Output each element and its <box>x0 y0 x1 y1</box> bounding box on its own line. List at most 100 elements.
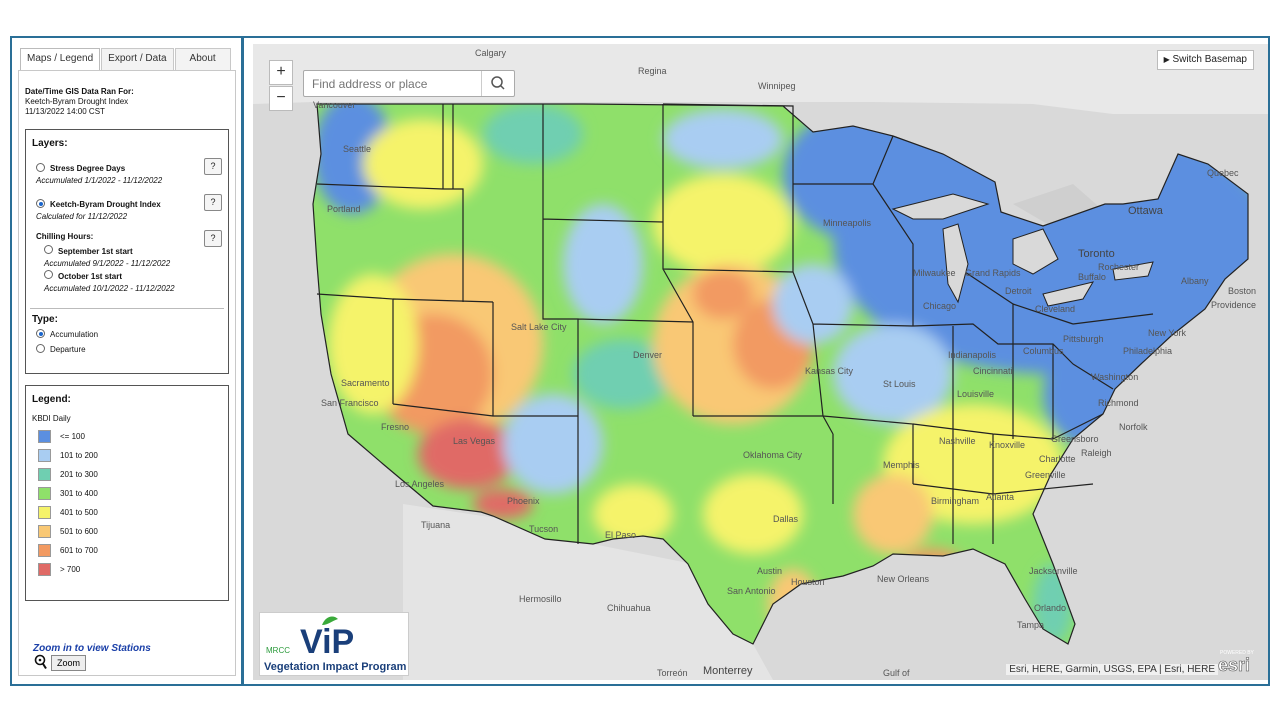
vip-logo: MRCC ViP Vegetation Impact Program <box>259 612 409 676</box>
legend-label: <= 100 <box>60 432 85 441</box>
legend-box: Legend: KBDI Daily <= 100 101 to 200 201 t… <box>25 385 229 601</box>
label-detroit: Detroit <box>1005 286 1032 296</box>
maps-legend-panel: Date/Time GIS Data Ran For: Keetch-Byram… <box>18 70 236 676</box>
label-portland: Portland <box>327 204 361 214</box>
great-lakes <box>891 193 1154 307</box>
tab-maps-legend[interactable]: Maps / Legend <box>20 48 101 71</box>
label-st-louis: St Louis <box>883 379 916 389</box>
departure-radio[interactable] <box>36 344 45 353</box>
map-canvas: Calgary Regina Winnipeg Vancouver Seattl… <box>253 44 1268 680</box>
label-seattle: Seattle <box>343 144 371 154</box>
chilling-hours-label: Chilling Hours: <box>36 232 94 241</box>
label-albany: Albany <box>1181 276 1209 286</box>
label-columbus: Columbus <box>1023 346 1064 356</box>
search-button[interactable] <box>481 71 514 96</box>
label-greenville: Greenville <box>1025 470 1066 480</box>
map-view[interactable]: Calgary Regina Winnipeg Vancouver Seattl… <box>253 44 1268 680</box>
label-new-orleans: New Orleans <box>877 574 930 584</box>
switch-basemap-button[interactable]: ▶ Switch Basemap <box>1156 50 1254 70</box>
label-kansas-city: Kansas City <box>805 366 854 376</box>
map-attribution: Esri, HERE, Garmin, USGS, EPA | Esri, HE… <box>1006 664 1218 675</box>
chilling-help-button[interactable]: ? <box>204 230 222 247</box>
datetime-index: Keetch-Byram Drought Index <box>25 97 129 106</box>
label-ottawa: Ottawa <box>1128 205 1164 217</box>
place-labels: Calgary Regina Winnipeg Vancouver Seattl… <box>313 48 1256 678</box>
legend-swatch <box>38 468 51 481</box>
legend-title: Legend: <box>32 394 71 405</box>
label-atlanta: Atlanta <box>986 492 1014 502</box>
label-jacksonville: Jacksonville <box>1029 566 1078 576</box>
label-hermosillo: Hermosillo <box>519 594 562 604</box>
label-fresno: Fresno <box>381 422 409 432</box>
label-minneapolis: Minneapolis <box>823 218 872 228</box>
label-oklahoma-city: Oklahoma City <box>743 450 803 460</box>
label-norfolk: Norfolk <box>1119 422 1148 432</box>
legend-swatch <box>38 544 51 557</box>
label-chicago: Chicago <box>923 301 956 311</box>
label-charlotte: Charlotte <box>1039 454 1076 464</box>
zoom-out-button[interactable]: − <box>269 86 293 111</box>
accumulation-label: Accumulation <box>50 330 99 339</box>
label-grand-rapids: Grand Rapids <box>965 268 1021 278</box>
label-knoxville: Knoxville <box>989 440 1025 450</box>
logo-vip: ViP <box>300 623 354 661</box>
tab-export-data[interactable]: Export / Data <box>101 48 174 70</box>
label-new-york: New York <box>1148 328 1187 338</box>
legend-swatch <box>38 563 51 576</box>
zoom-to-stations-link[interactable]: Zoom in to view Stations <box>33 643 151 654</box>
departure-label: Departure <box>50 345 86 354</box>
label-tampa: Tampa <box>1017 620 1044 630</box>
datetime-title: Date/Time GIS Data Ran For: <box>25 87 134 96</box>
label-raleigh: Raleigh <box>1081 448 1112 458</box>
label-tucson: Tucson <box>529 524 558 534</box>
label-chihuahua: Chihuahua <box>607 603 651 613</box>
stress-degree-days-radio[interactable] <box>36 163 45 172</box>
esri-powered-label: POWERED BY <box>1220 650 1255 656</box>
legend-swatch <box>38 487 51 500</box>
label-denver: Denver <box>633 350 662 360</box>
esri-label: esri <box>1218 655 1250 675</box>
label-indianapolis: Indianapolis <box>948 350 997 360</box>
state-borders <box>312 103 1249 645</box>
label-torreon: Torreón <box>657 668 688 678</box>
kbdi-help-button[interactable]: ? <box>204 194 222 211</box>
legend-swatch <box>38 506 51 519</box>
october-start-radio[interactable] <box>44 270 53 279</box>
legend-label: 401 to 500 <box>60 508 98 517</box>
label-greensboro: Greensboro <box>1051 434 1099 444</box>
accumulation-radio[interactable] <box>36 329 45 338</box>
stress-degree-days-label: Stress Degree Days <box>50 164 126 173</box>
september-start-radio[interactable] <box>44 245 53 254</box>
search-input[interactable] <box>304 71 482 96</box>
kbdi-radio[interactable] <box>36 199 45 208</box>
label-tijuana: Tijuana <box>421 520 450 530</box>
switch-basemap-label: Switch Basemap <box>1172 54 1247 65</box>
label-birmingham: Birmingham <box>931 496 979 506</box>
label-cleveland: Cleveland <box>1035 304 1075 314</box>
october-start-sub: Accumulated 10/1/2022 - 11/12/2022 <box>44 284 175 293</box>
label-nashville: Nashville <box>939 436 976 446</box>
tab-bar: Maps / Legend Export / Data About <box>20 48 232 71</box>
kbdi-sub: Calculated for 11/12/2022 <box>36 212 128 221</box>
search-icon <box>491 76 505 90</box>
label-dallas: Dallas <box>773 514 799 524</box>
kbdi-label: Keetch-Byram Drought Index <box>50 200 161 209</box>
label-pittsburgh: Pittsburgh <box>1063 334 1104 344</box>
leaf-icon <box>322 616 338 625</box>
legend-label: 501 to 600 <box>60 527 98 536</box>
zoom-in-button[interactable]: + <box>269 60 293 85</box>
label-san-francisco: San Francisco <box>321 398 379 408</box>
zoom-button[interactable]: Zoom <box>51 655 87 671</box>
label-houston: Houston <box>791 577 825 587</box>
stress-help-button[interactable]: ? <box>204 158 222 175</box>
app-frame: Maps / Legend Export / Data About Date/T… <box>10 36 1270 686</box>
september-start-sub: Accumulated 9/1/2022 - 11/12/2022 <box>44 259 171 268</box>
label-los-angeles: Los Angeles <box>395 479 445 489</box>
legend-label: 601 to 700 <box>60 546 98 555</box>
layers-box: Layers: Stress Degree Days Accumulated 1… <box>25 129 229 374</box>
legend-label: 301 to 400 <box>60 489 98 498</box>
tab-about[interactable]: About <box>174 48 231 70</box>
label-richmond: Richmond <box>1098 398 1139 408</box>
legend-swatch <box>38 525 51 538</box>
label-providence: Providence <box>1211 300 1256 310</box>
